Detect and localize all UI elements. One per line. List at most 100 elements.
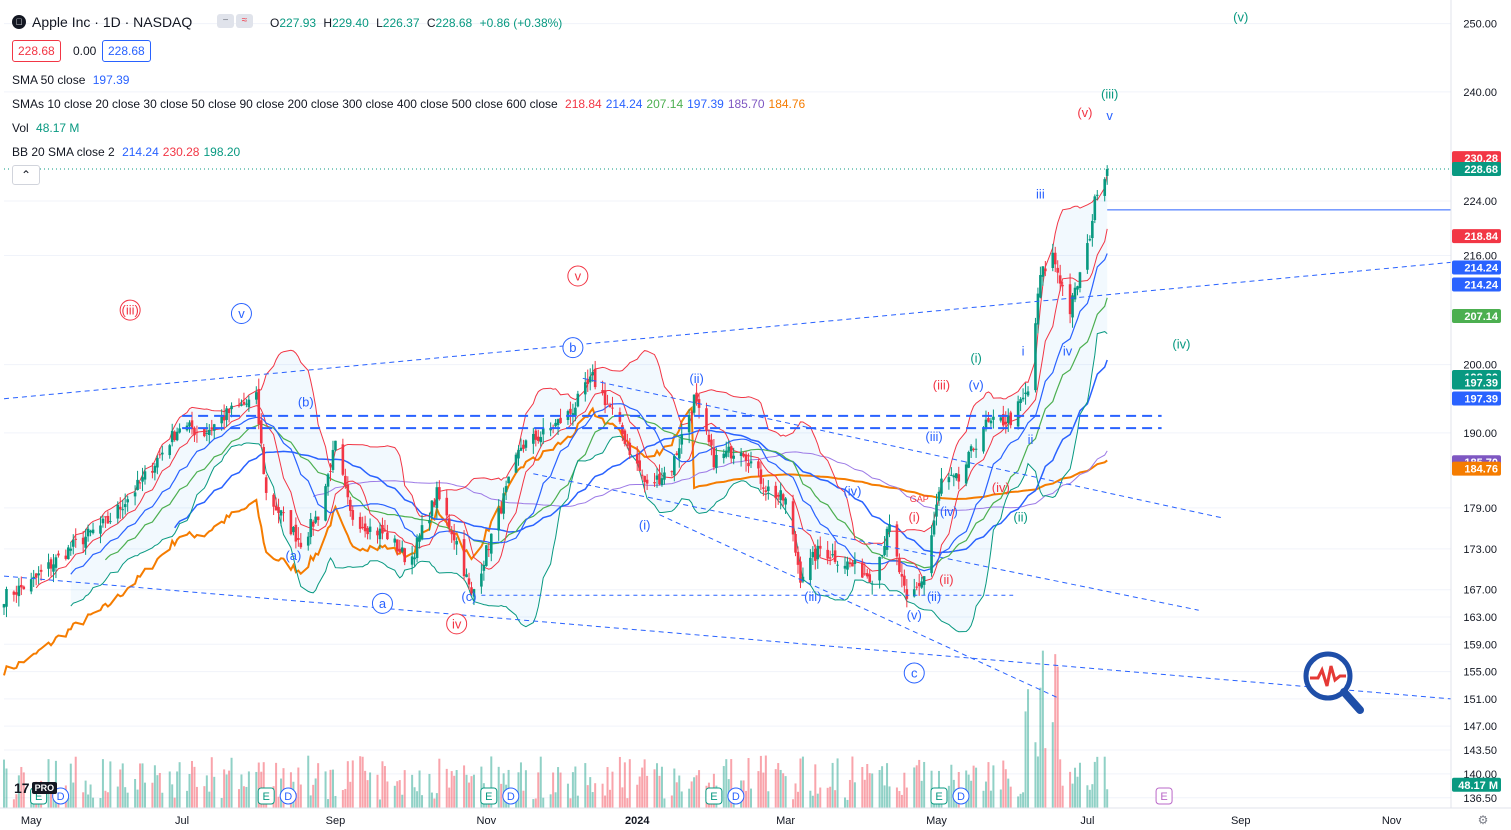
candle [22,585,26,590]
candle [277,498,280,524]
candle-body [1001,414,1005,426]
candle [519,438,523,452]
candle [158,448,162,459]
volume-bar [918,759,921,808]
price-tick-label: 163.00 [1463,612,1497,624]
volume-bar [623,762,626,808]
candle-body [52,564,55,572]
price-tick-label: 250.00 [1463,19,1497,31]
volume-bar [947,785,950,808]
smas-value-0: 218.84 [565,97,602,111]
candle-body [828,557,832,559]
gear-icon: ⚙ [1478,813,1489,827]
bid-price-box[interactable]: 228.68 [12,40,61,62]
candle [989,417,993,427]
volume-bar [1061,785,1064,808]
candle-body [136,479,139,491]
approx-icon[interactable]: ≈ [236,14,253,28]
volume-bar [151,782,154,808]
wave-label: (iv) [992,480,1010,495]
candle [621,422,624,442]
candle [240,399,243,407]
volume-bar [1056,666,1059,808]
candle [341,438,345,477]
candle [836,560,839,573]
volume-bar [465,774,468,808]
candle [39,564,43,581]
candle [133,485,137,506]
volume-bar [20,766,23,808]
volume-bar [275,762,278,808]
candle-body [480,573,483,587]
candle-body [999,417,1003,421]
volume-bar [774,769,777,808]
candle-body [257,388,261,425]
candle-body [329,470,332,472]
candle-body [279,510,283,516]
sma-90-line [313,450,1108,511]
volume-bar [1024,711,1027,808]
candle [470,581,473,596]
event-marker-e: E [257,787,275,805]
volume-bar [1017,796,1020,808]
symbol-title[interactable]:  Apple Inc · 1D · NASDAQ [12,14,192,30]
candle [289,509,293,536]
volume-bar [1034,742,1037,808]
candle [1105,165,1109,185]
candle-body [34,573,38,578]
volume-bar [262,762,265,808]
wave-label: (a) [285,548,301,563]
candle-body [747,462,750,467]
candle-body [430,500,434,517]
smas-value-2: 207.14 [646,97,684,111]
candle [5,586,8,618]
magnifier-pulse-icon [1300,648,1364,723]
volume-bar [324,771,327,808]
candle-body [569,408,572,414]
candle-body [670,471,674,473]
candle [524,439,528,451]
candle [749,451,753,469]
volume-bar [522,790,525,808]
price-tick-label: 216.00 [1463,251,1497,263]
smas-legend[interactable]: SMAs 10 close 20 close 30 close 50 close… [12,97,813,111]
volume-bar [472,774,475,808]
candle [601,380,604,396]
candle-body [539,437,543,443]
candle [262,443,266,475]
candle [225,405,228,427]
candle [549,422,552,437]
candle-body [969,446,973,452]
volume-bar [294,792,297,808]
sma50-legend[interactable]: SMA 50 close 197.39 [12,73,137,87]
volume-bar [984,781,987,808]
candle [969,444,973,458]
volume-bar [247,771,250,808]
candle-body [799,561,802,583]
candle-body [393,538,397,543]
collapse-legend-button[interactable]: ⌃ [12,165,40,185]
bollinger-legend[interactable]: BB 20 SMA close 2 214.24 230.28 198.20 [12,145,248,159]
candle [569,401,572,424]
candle [314,510,317,525]
tradingview-logo[interactable]: 17 PRO [14,780,58,796]
candle-body [554,422,557,427]
volume-bar [799,758,802,808]
volume-bar [992,765,995,808]
volume-bar [237,789,240,808]
candle [796,546,800,574]
volume-bar [730,759,733,808]
volume-bar [67,798,70,808]
minus-icon[interactable]: − [217,14,234,28]
volume-bar [641,767,644,808]
volume-legend[interactable]: Vol 48.17 M [12,121,87,135]
volume-bar [1027,689,1030,808]
volume-bar [1004,769,1007,808]
ask-price-box[interactable]: 228.68 [102,40,151,62]
candle [445,489,449,526]
wave-label: (iv) [1172,337,1190,352]
wave-label: (iii) [933,378,950,393]
candle-body [1056,267,1060,273]
wave-label: b [569,340,576,355]
